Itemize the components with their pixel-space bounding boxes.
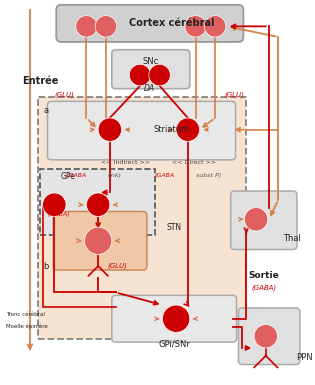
Text: (GLU): (GLU) — [225, 91, 245, 98]
Text: a: a — [43, 105, 49, 115]
Text: PPN: PPN — [296, 353, 312, 362]
Circle shape — [204, 16, 226, 37]
Text: << Direct >>: << Direct >> — [172, 160, 216, 165]
FancyBboxPatch shape — [112, 295, 237, 342]
Circle shape — [185, 16, 206, 37]
Circle shape — [76, 16, 97, 37]
Text: GPe: GPe — [61, 172, 76, 181]
Text: (GLU): (GLU) — [54, 91, 74, 98]
Text: b: b — [43, 261, 49, 271]
FancyBboxPatch shape — [231, 191, 297, 249]
Circle shape — [129, 64, 151, 86]
Text: (GABA): (GABA) — [251, 284, 276, 291]
Text: subst P): subst P) — [196, 173, 221, 178]
Text: Cortex cérébral: Cortex cérébral — [129, 18, 214, 28]
Text: DA: DA — [144, 84, 155, 93]
Bar — [40, 169, 155, 235]
Text: Entrée: Entrée — [22, 76, 59, 86]
Text: << Indirect >>: << Indirect >> — [101, 160, 150, 165]
Bar — [38, 97, 246, 339]
FancyBboxPatch shape — [48, 101, 236, 160]
Circle shape — [84, 227, 112, 254]
Circle shape — [176, 118, 199, 141]
Text: Thal: Thal — [283, 234, 301, 243]
Text: enk): enk) — [108, 173, 122, 178]
FancyBboxPatch shape — [238, 308, 300, 365]
Text: Tronc cérébral: Tronc cérébral — [6, 312, 44, 317]
Text: SNc: SNc — [143, 57, 159, 66]
Text: (GABA: (GABA — [67, 173, 87, 178]
Text: (GLU): (GLU) — [108, 263, 128, 270]
Circle shape — [95, 16, 117, 37]
FancyBboxPatch shape — [112, 50, 190, 89]
Circle shape — [98, 118, 122, 141]
Circle shape — [244, 208, 268, 231]
Text: GPi/SNr: GPi/SNr — [158, 340, 190, 348]
FancyBboxPatch shape — [56, 5, 243, 42]
Text: Moelle épinière: Moelle épinière — [6, 324, 47, 329]
Text: Striatum: Striatum — [153, 125, 189, 134]
Text: (GABA: (GABA — [155, 173, 175, 178]
Circle shape — [86, 193, 110, 216]
Circle shape — [149, 64, 170, 86]
Text: Sortie: Sortie — [249, 271, 279, 280]
Text: (GABA): (GABA) — [48, 212, 70, 217]
Circle shape — [163, 305, 190, 332]
FancyBboxPatch shape — [53, 211, 147, 270]
Circle shape — [43, 193, 66, 216]
Circle shape — [254, 325, 278, 348]
Text: STN: STN — [166, 223, 181, 232]
